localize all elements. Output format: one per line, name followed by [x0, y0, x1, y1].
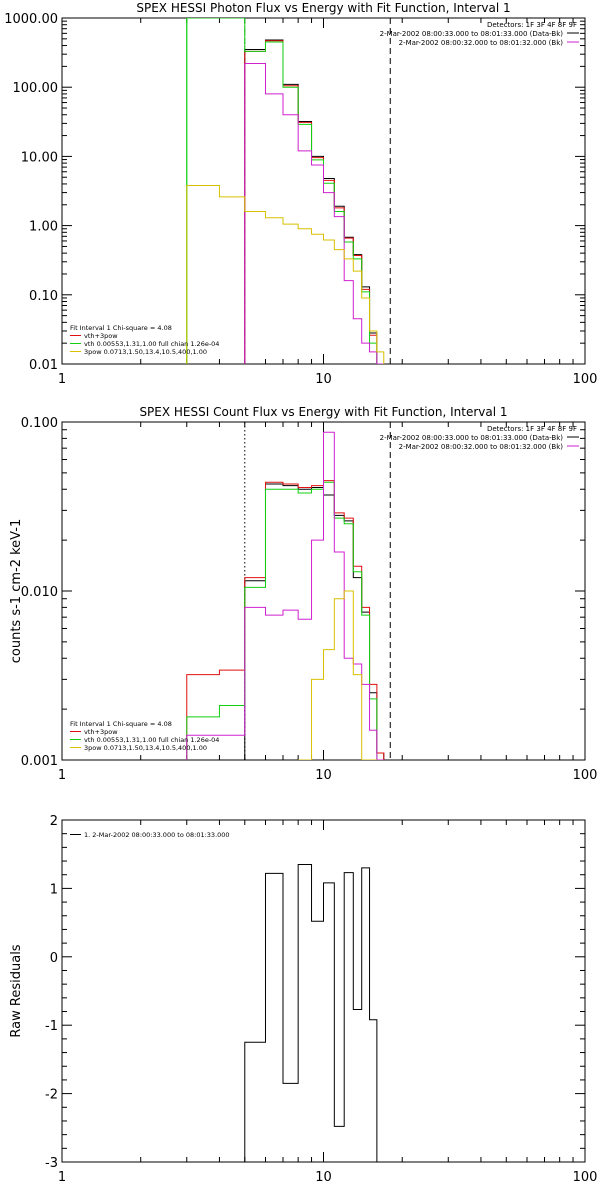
plot-frame	[61, 819, 586, 1163]
series-red-histogram	[244, 40, 384, 364]
chart-title: SPEX HESSI Count Flux vs Energy with Fit…	[139, 405, 507, 419]
plot-area	[186, 422, 391, 760]
legend-left-entry: 3pow 0.0713,1.50,13.4,10.5,400,1.00	[84, 348, 207, 356]
legend-right-entry: Detectors: 1F 3F 4F 8F 9F	[487, 425, 577, 433]
y-tick-label: 0	[50, 951, 58, 966]
legend-left-entry: 3pow 0.0713,1.50,13.4,10.5,400,1.00	[84, 744, 207, 752]
x-tick-label: 10	[315, 1170, 332, 1185]
series-yellow-histogram	[186, 184, 385, 364]
x-tick-label: 1	[58, 1170, 66, 1185]
legend-left-entry: Fit Interval 1 Chi-square = 4.08	[70, 720, 172, 728]
legend-right-entry: 2-Mar-2002 08:00:32.000 to 08:01:32.000 …	[399, 39, 564, 47]
y-tick-label: 0.10	[29, 289, 58, 304]
y-tick-label: -2	[45, 1088, 58, 1103]
legend-left-entry: vth+3pow	[84, 332, 118, 340]
series-magenta-histogram	[186, 431, 384, 760]
series-magenta-histogram	[244, 63, 384, 364]
y-tick-label: -3	[45, 1156, 58, 1171]
y-tick-label: 1000.00	[4, 12, 58, 27]
y-tick-label: 10.00	[21, 150, 58, 165]
y-axis-label: counts s-1 cm-2 keV-1	[9, 519, 24, 664]
x-tick-label: 100	[573, 372, 598, 387]
legend-right-entry: 2-Mar-2002 08:00:32.000 to 08:01:32.000 …	[399, 443, 564, 451]
y-tick-label: 2	[50, 814, 58, 829]
y-tick-label: 0.01	[29, 358, 58, 373]
y-tick-label: -1	[45, 1019, 58, 1034]
y-tick-label: 1.00	[29, 220, 58, 235]
y-axis-label: Raw Residuals	[9, 944, 24, 1037]
series-black-histogram	[244, 863, 378, 1162]
series-yellow-histogram	[298, 590, 377, 760]
series-black-histogram	[244, 39, 384, 364]
legend-right-entry: 2-Mar-2002 08:00:33.000 to 08:01:33.000 …	[380, 434, 564, 442]
x-tick-label: 10	[315, 372, 332, 387]
legend-left-entry: vth+3pow	[84, 728, 118, 736]
legend-left-entry: vth 0.00553,1.31,1.00 full chian 1.26e-0…	[84, 340, 219, 348]
y-tick-label: 0.001	[21, 754, 58, 769]
x-tick-label: 1	[58, 372, 66, 387]
legend-right-entry: 2-Mar-2002 08:00:33.000 to 08:01:33.000 …	[380, 30, 564, 38]
chart-panel-1: SPEX HESSI Photon Flux vs Energy with Fi…	[4, 1, 597, 387]
y-tick-label: 1	[50, 882, 58, 897]
x-tick-label: 100	[573, 768, 598, 783]
x-tick-label: 1	[58, 768, 66, 783]
legend-left-entry: vth 0.00553,1.31,1.00 full chian 1.26e-0…	[84, 736, 219, 744]
x-tick-label: 100	[573, 1170, 598, 1185]
chart-panel-3: Raw Residuals 1 10 100 -3 -2 -1 0 1 2 1. 2-Mar-200…	[9, 814, 597, 1185]
plot-area	[244, 863, 378, 1162]
y-tick-label: 100.00	[13, 81, 59, 96]
chart-panel-2: SPEX HESSI Count Flux vs Energy with Fit…	[9, 405, 597, 783]
plot-area	[186, 18, 391, 364]
series-green-histogram	[186, 481, 384, 760]
legend-left-entry: 1. 2-Mar-2002 08:00:33.000 to 08:01:33.0…	[84, 831, 230, 839]
x-tick-label: 10	[315, 768, 332, 783]
legend-left-entry: Fit Interval 1 Chi-square = 4.08	[70, 324, 172, 332]
chart-title: SPEX HESSI Photon Flux vs Energy with Fi…	[136, 1, 510, 15]
series-red-histogram	[186, 480, 385, 760]
y-tick-label: 0.100	[21, 416, 58, 431]
legend-right-entry: Detectors: 1F 3F 4F 8F 9F	[487, 21, 577, 29]
series-green-histogram	[186, 18, 384, 364]
y-tick-label: 0.010	[21, 585, 58, 600]
